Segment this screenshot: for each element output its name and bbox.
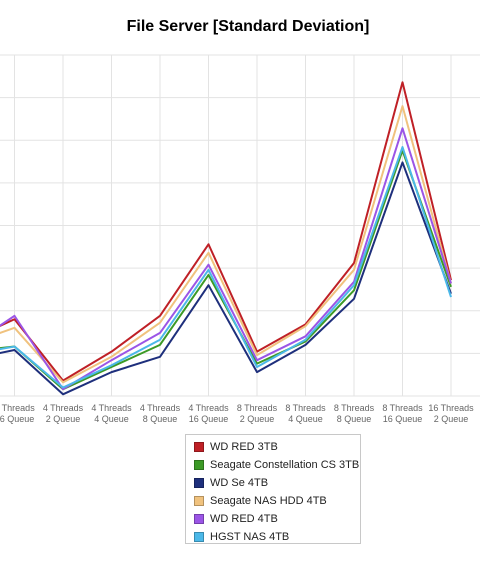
legend-swatch: [194, 496, 204, 506]
legend-item[interactable]: HGST NAS 4TB: [186, 528, 360, 546]
legend-label: WD RED 4TB: [210, 513, 278, 525]
series-line-6: [0, 146, 452, 389]
legend-item[interactable]: Seagate NAS HDD 4TB: [186, 492, 360, 510]
legend-swatch: [194, 514, 204, 524]
x-tick-label: 4 Threads 4 Queue: [91, 403, 132, 424]
legend-swatch: [194, 442, 204, 452]
series-line-5: [0, 127, 452, 391]
legend-label: HGST NAS 4TB: [210, 531, 290, 543]
x-tick-label: 8 Threads 4 Queue: [285, 403, 326, 424]
chart-title: File Server [Standard Deviation]: [126, 18, 370, 35]
legend-swatch: [194, 532, 204, 542]
series-lines: [0, 81, 452, 396]
legend-swatch: [194, 460, 204, 470]
series-line-4: [0, 105, 452, 384]
legend-swatch: [194, 478, 204, 488]
legend-label: Seagate NAS HDD 4TB: [210, 495, 327, 507]
x-tick-label: 8 Threads 2 Queue: [237, 403, 278, 424]
legend-item[interactable]: WD RED 3TB: [186, 438, 360, 456]
legend: WD RED 3TB Seagate Constellation CS 3TB WD…: [185, 434, 361, 544]
series-line-1: [0, 81, 452, 382]
x-tick-label: 8 Threads 16 Queue: [382, 403, 423, 424]
legend-label: WD Se 4TB: [210, 477, 269, 489]
x-tick-label: 4 Threads 16 Queue: [188, 403, 229, 424]
legend-item[interactable]: Seagate Constellation CS 3TB: [186, 456, 360, 474]
x-tick-label: 16 Threads 2 Queue: [428, 403, 474, 424]
legend-item[interactable]: WD RED 4TB: [186, 510, 360, 528]
x-tick-label: 8 Threads 8 Queue: [334, 403, 375, 424]
legend-label: WD RED 3TB: [210, 441, 278, 453]
legend-item[interactable]: WD Se 4TB: [186, 474, 360, 492]
x-tick-label: 4 Threads 2 Queue: [43, 403, 84, 424]
legend-label: Seagate Constellation CS 3TB: [210, 459, 360, 471]
x-tick-label: 4 Threads 8 Queue: [140, 403, 181, 424]
series-line-3: [0, 161, 452, 396]
